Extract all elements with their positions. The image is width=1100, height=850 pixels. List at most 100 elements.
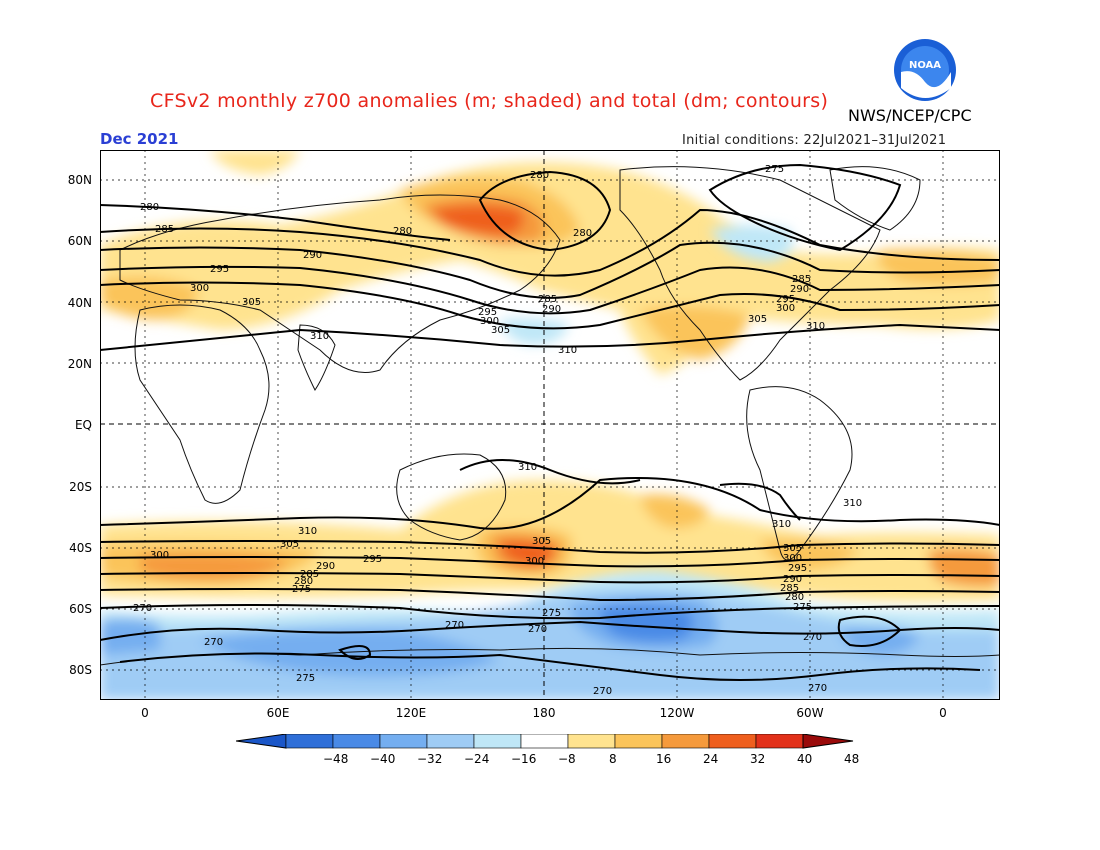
lat-label: 80S: [69, 663, 92, 677]
colorbar-label: 40: [797, 752, 812, 766]
contour-label: 310: [518, 462, 537, 473]
colorbar: −48 −40 −32 −24 −16 −8 8 16 24 32 40 48: [236, 734, 859, 766]
contour-label: 285: [780, 583, 799, 594]
initial-conditions: Initial conditions: 22Jul2021–31Jul2021: [682, 133, 947, 148]
contour-label: 285: [300, 569, 319, 580]
contour-label: 295: [363, 554, 382, 565]
anomaly-map: 280 285 295 300 305 290 310 280 280 280 …: [100, 150, 1000, 700]
lon-label: 120W: [659, 706, 695, 720]
colorbar-swatch: [473, 734, 522, 749]
contour-label: 305: [532, 536, 551, 547]
negative-anomaly-shading: [100, 225, 1000, 700]
contour-label: 300: [150, 550, 169, 561]
lat-label: 20N: [67, 357, 92, 371]
contour-label: 270: [528, 624, 547, 635]
colorbar-high-arrow: [802, 734, 854, 749]
lon-label: 60E: [266, 706, 290, 720]
contour-label: 290: [316, 561, 335, 572]
contour-label: 275: [793, 602, 812, 613]
forecast-period: Dec 2021: [100, 130, 179, 148]
colorbar-swatch: [661, 734, 710, 749]
lon-label: 0: [939, 706, 947, 720]
contour-label: 280: [573, 228, 592, 239]
colorbar-label: 8: [609, 752, 617, 766]
contour-label: 270: [803, 632, 822, 643]
logo-text: NOAA: [909, 60, 941, 71]
lat-label: EQ: [74, 418, 92, 432]
lon-label: 0: [141, 706, 149, 720]
contour-label: 280: [140, 202, 159, 213]
lat-label: 40N: [67, 296, 92, 310]
contour-label: 290: [303, 250, 322, 261]
colorbar-label: −24: [464, 752, 489, 766]
contour-label: 310: [843, 498, 862, 509]
colorbar-label: −32: [417, 752, 442, 766]
contour-label: 270: [133, 603, 152, 614]
contour-label: 305: [748, 314, 767, 325]
lat-label: 80N: [67, 173, 92, 187]
contour-label: 275: [765, 164, 784, 175]
colorbar-label: −16: [511, 752, 536, 766]
agency-label: NWS/NCEP/CPC: [848, 106, 972, 125]
colorbar-swatch: [614, 734, 663, 749]
colorbar-label: 32: [750, 752, 765, 766]
lon-label: 180: [532, 706, 556, 720]
contour-label: 300: [525, 556, 544, 567]
lon-label: 120E: [395, 706, 427, 720]
contour-label: 305: [491, 325, 510, 336]
contour-label: 305: [280, 539, 299, 550]
colorbar-swatch: [708, 734, 757, 749]
height-contours: [100, 163, 1000, 681]
contour-label: 310: [772, 519, 791, 530]
colorbar-swatch: [755, 734, 804, 749]
contour-labels: 280 285 295 300 305 290 310 280 280 280 …: [133, 164, 862, 697]
colorbar-swatch: [567, 734, 616, 749]
colorbar-label: 24: [703, 752, 718, 766]
contour-label: 290: [790, 284, 809, 295]
contour-label: 275: [292, 584, 311, 595]
colorbar-swatch: [520, 734, 569, 749]
contour-label: 280: [393, 226, 412, 237]
contour-label: 270: [593, 686, 612, 697]
lon-label: 60W: [796, 706, 824, 720]
contour-label: 300: [776, 303, 795, 314]
colorbar-label: −48: [323, 752, 348, 766]
chart-title: CFSv2 monthly z700 anomalies (m; shaded)…: [150, 90, 829, 112]
colorbar-swatch: [379, 734, 428, 749]
colorbar-label: −40: [370, 752, 395, 766]
contour-label: 290: [783, 574, 802, 585]
colorbar-label: −8: [558, 752, 576, 766]
contour-label: 300: [190, 283, 209, 294]
lat-label: 20S: [69, 480, 92, 494]
noaa-logo-icon: NOAA: [894, 39, 956, 101]
colorbar-swatch: [285, 734, 334, 749]
contour-label: 270: [808, 683, 827, 694]
lat-label: 60N: [67, 234, 92, 248]
lat-label: 60S: [69, 602, 92, 616]
colorbar-label: 48: [844, 752, 859, 766]
contour-label: 295: [788, 563, 807, 574]
map-gridlines: [100, 150, 1000, 700]
contour-label: 310: [558, 345, 577, 356]
contour-label: 285: [538, 294, 557, 305]
contour-label: 275: [542, 608, 561, 619]
contour-label: 300: [783, 553, 802, 564]
lat-label: 40S: [69, 541, 92, 555]
contour-label: 285: [792, 274, 811, 285]
contour-label: 310: [298, 526, 317, 537]
contour-label: 310: [806, 321, 825, 332]
contour-label: 295: [478, 307, 497, 318]
colorbar-label: 16: [656, 752, 671, 766]
colorbar-swatch: [332, 734, 381, 749]
contour-label: 290: [542, 304, 561, 315]
contour-label: 295: [210, 264, 229, 275]
contour-label: 270: [445, 620, 464, 631]
contour-label: 285: [155, 224, 174, 235]
colorbar-low-arrow: [236, 734, 287, 749]
contour-label: 305: [783, 543, 802, 554]
contour-label: 295: [776, 294, 795, 305]
contour-label: 310: [310, 331, 329, 342]
contour-label: 305: [242, 297, 261, 308]
contour-label: 275: [296, 673, 315, 684]
contour-label: 280: [530, 170, 549, 181]
